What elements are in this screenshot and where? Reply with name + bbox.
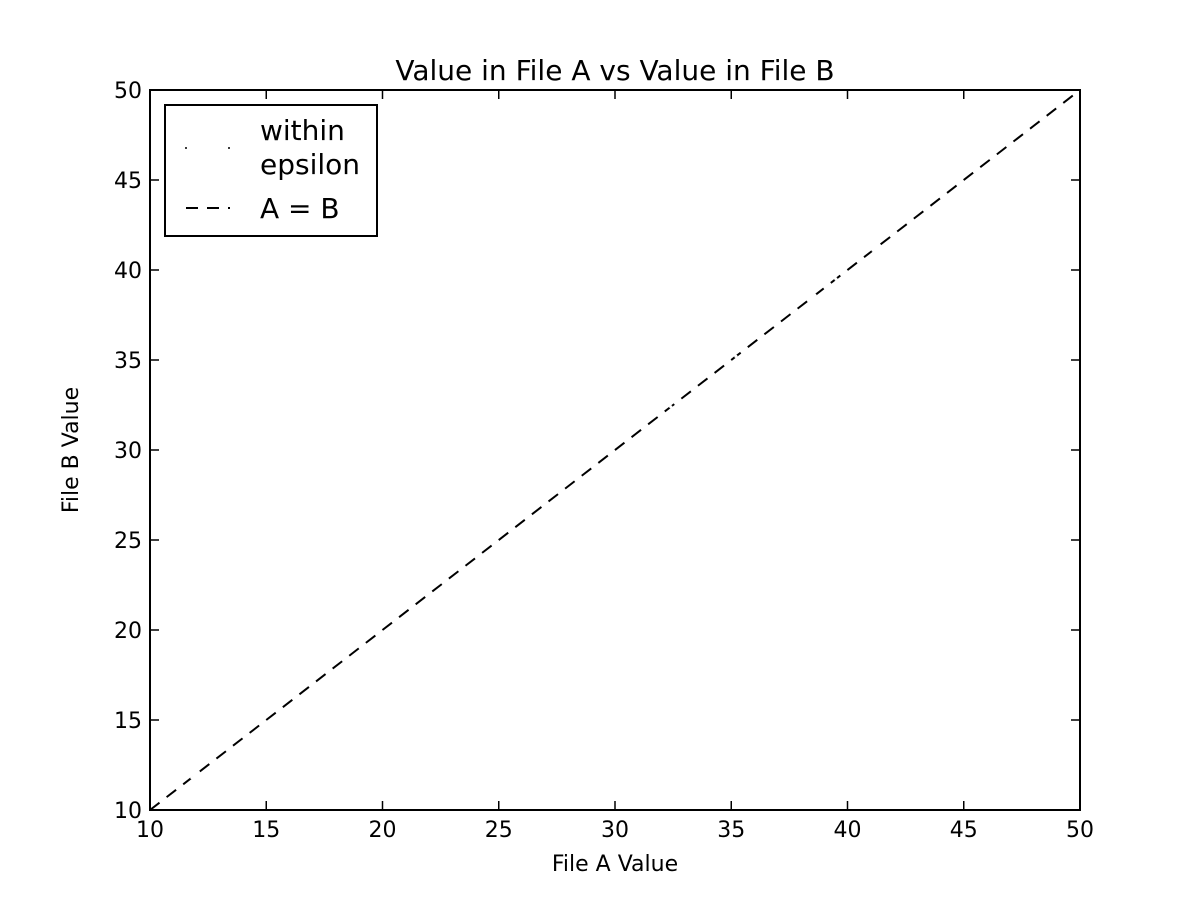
x-tick-label: 45 [950, 818, 978, 843]
legend: within epsilon A = B [164, 104, 378, 237]
data-point [278, 707, 282, 711]
y-axis-label: File B Value [59, 387, 84, 513]
data-point [294, 695, 299, 699]
y-tick-label: 35 [114, 349, 142, 374]
y-tick-label: 15 [114, 709, 142, 734]
legend-label-within-epsilon: within epsilon [260, 114, 360, 181]
data-point [734, 354, 738, 358]
chart-title: Value in File A vs Value in File B [395, 54, 834, 87]
legend-label-line: within [260, 114, 345, 147]
x-axis-label: File A Value [552, 852, 678, 877]
plot-area: 10 15 20 25 30 35 40 45 50 10 15 20 25 30 35 40 45 50 [114, 79, 1094, 843]
data-point [262, 720, 266, 724]
axis-ticks: 10 15 20 25 30 35 40 45 50 10 15 20 25 30 35 40 45 50 [114, 79, 1094, 843]
data-point [871, 248, 875, 252]
y-tick-label: 20 [114, 619, 142, 644]
x-tick-label: 40 [834, 818, 862, 843]
legend-label-line: epsilon [260, 148, 360, 181]
data-point [834, 277, 838, 281]
legend-marker-within-epsilon [185, 147, 187, 149]
legend-label-a-equals-b: A = B [260, 192, 340, 225]
series-line-a-equals-b [149, 89, 1081, 811]
y-tick-label: 45 [114, 169, 142, 194]
x-tick-label: 30 [601, 818, 629, 843]
y-tick-label: 50 [114, 79, 142, 104]
legend-entry-a-equals-b: A = B [186, 192, 340, 225]
y-tick-label: 40 [114, 259, 142, 284]
x-tick-label: 35 [717, 818, 745, 843]
legend-box [164, 104, 378, 237]
data-point [813, 293, 817, 297]
legend-entry-within-epsilon: within epsilon [185, 114, 360, 181]
x-tick-label: 10 [136, 818, 164, 843]
y-tick-label: 10 [114, 799, 142, 824]
x-tick-label: 50 [1066, 818, 1094, 843]
data-point [229, 745, 233, 749]
y-tick-label: 25 [114, 529, 142, 554]
x-tick-label: 25 [485, 818, 513, 843]
x-tick-label: 15 [252, 818, 280, 843]
legend-marker-within-epsilon [228, 147, 230, 149]
y-tick-label: 30 [114, 439, 142, 464]
data-point [190, 776, 194, 780]
data-point [176, 786, 180, 791]
x-tick-label: 20 [369, 818, 397, 843]
series-layer [149, 89, 1081, 811]
data-point [669, 405, 673, 409]
